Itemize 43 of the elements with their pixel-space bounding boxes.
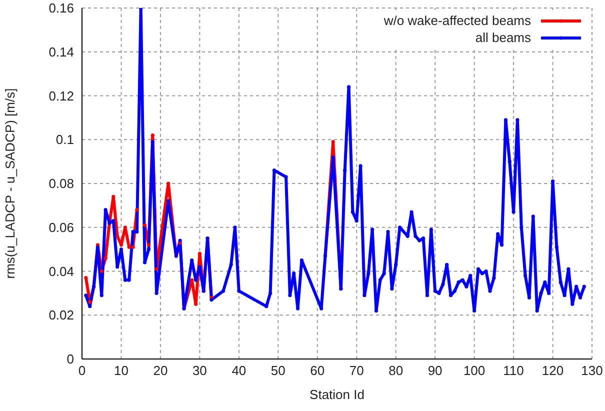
legend-label: all beams [475, 30, 531, 45]
x-tick-label: 50 [270, 363, 286, 378]
x-tick-label: 10 [114, 363, 128, 378]
point [142, 223, 147, 227]
x-tick-label: 120 [542, 363, 564, 378]
point [146, 243, 150, 247]
x-axis-title: Station Id [310, 387, 364, 402]
point [127, 245, 131, 249]
y-tick-label: 0.16 [48, 0, 74, 16]
x-tick-label: 80 [388, 363, 404, 378]
point [154, 267, 158, 271]
y-tick-label: 0.08 [48, 176, 74, 192]
x-tick-label: 0 [78, 363, 86, 378]
x-tick-label: 70 [349, 363, 364, 378]
y-tick-label: 0.1 [56, 132, 74, 148]
point [104, 256, 108, 260]
point [100, 269, 104, 274]
legend-label: w/o wake-affected beams [384, 13, 531, 28]
point [112, 194, 116, 198]
point [166, 182, 170, 186]
y-axis-title: rms(u_LADCP - u_SADCP) [m/s] [2, 88, 18, 279]
x-tick-label: 40 [232, 363, 246, 378]
point [116, 234, 120, 238]
y-tick-label: 0.04 [48, 264, 74, 279]
x-tick-label: 130 [581, 363, 603, 378]
y-tick-label: 0 [66, 352, 74, 367]
point [194, 302, 198, 306]
y-tick-label: 0.06 [48, 220, 74, 235]
x-tick-label: 60 [310, 363, 325, 378]
y-tick-label: 0.02 [48, 308, 74, 323]
point [84, 276, 88, 280]
point [135, 208, 139, 212]
x-tick-label: 110 [503, 363, 524, 378]
point [131, 245, 135, 249]
x-tick-label: 100 [463, 363, 486, 378]
point [150, 133, 154, 138]
x-tick-label: 20 [153, 363, 168, 378]
y-tick-label: 0.14 [48, 44, 74, 60]
point [198, 252, 202, 256]
x-tick-label: 90 [428, 363, 442, 378]
y-tick-label: 0.12 [48, 88, 74, 104]
x-tick-label: 30 [192, 363, 207, 378]
point [88, 300, 92, 304]
